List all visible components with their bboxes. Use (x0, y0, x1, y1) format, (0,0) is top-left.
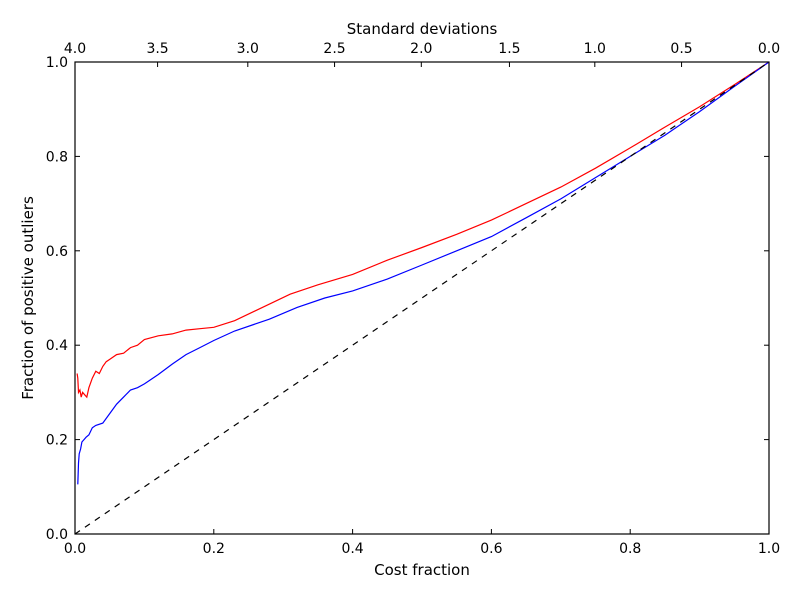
x-tick-label: 0.4 (341, 541, 363, 557)
top-tick-label: 1.5 (498, 41, 520, 57)
y-tick-label: 0.4 (46, 338, 68, 354)
x-tick-label: 1.0 (758, 541, 780, 557)
red-series-line (76, 61, 770, 399)
ticks-layer: 0.0 0.2 0.4 0.6 0.8 1.00.00.20.40.60.81.04.0 3… (46, 41, 780, 557)
top-tick-label: 2.0 (410, 41, 432, 57)
x-tick-label: 0.2 (203, 541, 225, 557)
x-axis-label: Cost fraction (374, 561, 470, 579)
y-tick-label: 0.2 (46, 433, 68, 449)
y-tick-label: 0.8 (46, 149, 68, 165)
top-tick-label: 4.0 (64, 41, 86, 57)
top-tick-label: 0.0 (758, 41, 780, 57)
top-tick-label: 0.5 (670, 41, 692, 57)
y-tick-label: 0.0 (46, 527, 68, 543)
x-tick-label: 0.6 (480, 541, 502, 557)
top-tick-label: 2.5 (323, 41, 345, 57)
blue-series-line (77, 61, 770, 485)
x-tick-label: 0.8 (619, 541, 641, 557)
top-tick-label: 3.0 (237, 41, 259, 57)
diagonal-series-line (74, 61, 770, 535)
top-tick-label: 3.5 (146, 41, 168, 57)
top-axis-label: Standard deviations (347, 20, 498, 38)
y-tick-label: 0.6 (46, 244, 68, 260)
y-tick-label: 1.0 (46, 55, 68, 71)
plot-frame (74, 61, 770, 535)
y-axis-label: Fraction of positive outliers (19, 196, 37, 400)
x-tick-label: 0.0 (64, 541, 86, 557)
top-tick-label: 1.0 (584, 41, 606, 57)
series-layer (74, 61, 770, 535)
